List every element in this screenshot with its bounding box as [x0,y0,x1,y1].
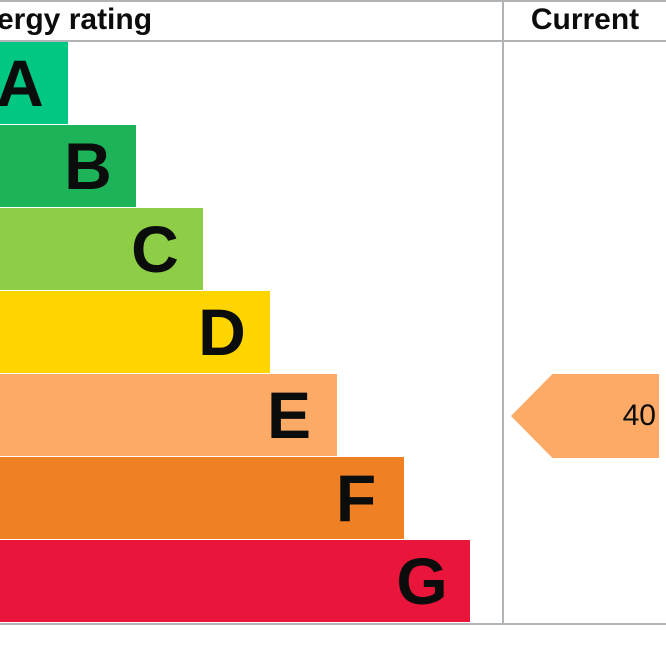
band-g-label: G [396,544,448,618]
band-f: F [0,457,404,539]
band-e-label: E [266,378,312,452]
chart-title: ergy rating [0,3,153,36]
current-rating-arrow: 40 [511,374,659,458]
band-d: D [0,291,270,373]
band-g: G [0,540,470,622]
band-c-label: C [131,212,179,286]
band-a: A [0,42,68,124]
current-rating-value: 40 [622,399,656,432]
band-b-label: B [64,129,112,203]
band-d-label: D [198,295,246,369]
band-c: C [0,208,203,290]
header-underline [0,40,666,42]
top-border-line [0,0,666,2]
current-column-header: Current [530,3,640,36]
band-a-label: A [0,46,44,120]
column-divider-line [502,0,504,623]
band-e: E [0,374,337,456]
bottom-border-line [0,623,666,625]
band-f-label: F [335,461,377,535]
band-b: B [0,125,136,207]
